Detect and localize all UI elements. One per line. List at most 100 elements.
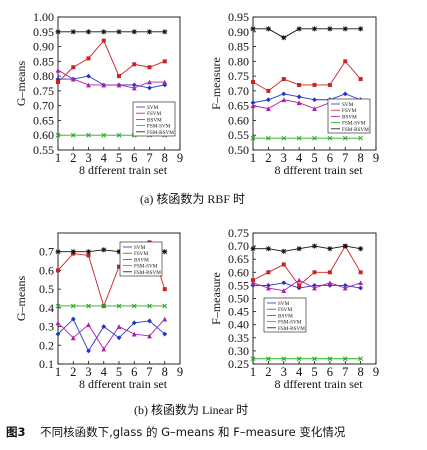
a-left-point-fsm-bsvm bbox=[131, 29, 137, 35]
b-left-legend-label-svm: SVM bbox=[134, 245, 146, 251]
a-left-y-tick-label: 0.90 bbox=[33, 40, 54, 54]
a-left-point-fsm-svm bbox=[116, 132, 122, 138]
b-right-point-bsvm bbox=[281, 288, 287, 294]
b-right-x-tick-label: 5 bbox=[311, 365, 317, 379]
b-left-point-svm bbox=[86, 348, 91, 354]
b-left-point-fsm-bsvm bbox=[55, 249, 61, 255]
b-left-point-svm bbox=[101, 324, 107, 329]
b-right-point-bsvm bbox=[342, 285, 348, 291]
b-right-y-tick-label: 0.40 bbox=[228, 318, 249, 332]
b-left-point-bsvm bbox=[131, 331, 137, 337]
b-right-point-fsm-svm bbox=[266, 356, 271, 362]
a-right-y-tick-label: 0.80 bbox=[228, 54, 249, 68]
a-right-point-svm bbox=[342, 91, 348, 97]
b-right-series-bsvm-line bbox=[252, 279, 361, 292]
a-left-point-svm bbox=[147, 85, 152, 91]
b-left-x-axis-label: 8 dfferent train set bbox=[79, 377, 168, 391]
b-left-x-tick-label: 1 bbox=[55, 365, 61, 379]
a-right-point-fsm-svm bbox=[250, 135, 256, 141]
a-left-point-fsm-bsvm bbox=[70, 29, 76, 35]
a-left-x-tick-label: 7 bbox=[146, 151, 152, 165]
a-right-y-tick-label: 0.95 bbox=[228, 10, 249, 24]
a-left-point-fsvm bbox=[147, 65, 152, 70]
a-left-legend-label-bsvm: BSVM bbox=[147, 117, 162, 123]
b-right-point-svm bbox=[281, 280, 287, 286]
a-right-point-svm bbox=[312, 97, 317, 103]
a-right-y-tick-label: 0.65 bbox=[228, 99, 249, 113]
a-left-point-bsvm bbox=[101, 82, 107, 88]
a-left-x-tick-label: 8 bbox=[162, 151, 168, 165]
b-right-x-tick-label: 7 bbox=[342, 365, 348, 379]
b-left-x-tick-label: 3 bbox=[85, 365, 91, 379]
b-left-point-fsm-bsvm bbox=[86, 249, 91, 255]
subcaption-b: (b) 核函数为 Linear 时 bbox=[134, 403, 249, 417]
b-right-point-fsvm bbox=[281, 262, 286, 267]
b-left-point-fsm-svm bbox=[55, 303, 61, 309]
b-right-point-fsm-bsvm bbox=[312, 243, 317, 249]
b-left-x-tick-label: 2 bbox=[70, 365, 76, 379]
b-left-point-fsvm bbox=[86, 253, 91, 258]
a-right-point-fsm-bsvm bbox=[296, 26, 302, 32]
b-left-point-bsvm bbox=[162, 316, 168, 322]
a-right-x-tick-label: 1 bbox=[250, 151, 256, 165]
a-left-point-fsvm bbox=[86, 56, 91, 61]
a-right-point-bsvm bbox=[296, 100, 302, 106]
a-right-y-tick-label: 0.75 bbox=[228, 69, 249, 83]
a-right-point-fsm-svm bbox=[312, 135, 317, 141]
b-left-point-bsvm bbox=[70, 335, 76, 341]
a-left-point-fsm-bsvm bbox=[86, 29, 91, 35]
b-left-point-bsvm bbox=[147, 333, 152, 339]
a-left-legend-label-fsm-svm: FSM-SVM bbox=[147, 124, 171, 130]
a-right-point-fsm-svm bbox=[327, 135, 333, 141]
b-left-legend-label-bsvm: BSVM bbox=[134, 257, 149, 263]
b-left-point-fsm-bsvm bbox=[101, 247, 107, 253]
b-left-chart: 0.1 0.2 0.3 0.4 0.5 0.6 0.7 1 2 3 4 5 6 7 8 9 8 dfferent… bbox=[14, 232, 183, 391]
b-left-x-tick-label: 8 bbox=[162, 365, 168, 379]
b-left-point-fsm-svm bbox=[86, 303, 91, 309]
b-left-legend-label-fsvm: FSVM bbox=[134, 251, 149, 257]
a-left-point-fsm-bsvm bbox=[147, 29, 152, 35]
b-left-point-svm bbox=[55, 331, 61, 337]
b-right-x-tick-label: 6 bbox=[327, 365, 333, 379]
a-left-point-bsvm bbox=[162, 79, 168, 85]
a-left-point-fsvm bbox=[56, 80, 60, 85]
b-left-x-tick-label: 7 bbox=[146, 365, 152, 379]
b-right-point-fsvm bbox=[358, 270, 363, 275]
a-left-point-fsvm bbox=[132, 62, 137, 67]
b-right-y-tick-label: 0.50 bbox=[228, 292, 249, 306]
b-right-point-bsvm bbox=[358, 280, 364, 286]
b-right-point-fsm-svm bbox=[327, 356, 333, 362]
b-right-point-fsvm bbox=[251, 278, 255, 283]
b-right-y-tick-label: 0.65 bbox=[228, 252, 249, 266]
a-left-legend-label-fsvm: FSVM bbox=[147, 111, 162, 117]
a-right-y-tick-label: 0.60 bbox=[228, 113, 249, 127]
a-left-point-fsm-svm bbox=[70, 132, 76, 138]
b-left-point-bsvm bbox=[116, 324, 122, 329]
a-left-point-fsm-bsvm bbox=[162, 29, 168, 35]
a-right-point-fsm-bsvm bbox=[250, 26, 256, 32]
b-left-point-svm bbox=[147, 318, 152, 324]
b-right-point-fsm-bsvm bbox=[296, 246, 302, 252]
b-left-point-fsm-svm bbox=[131, 303, 137, 309]
a-left-point-bsvm bbox=[116, 82, 122, 88]
b-right-point-fsvm bbox=[266, 270, 271, 275]
figure-number: 图3 bbox=[6, 425, 26, 439]
b-right-legend-label-svm: SVM bbox=[278, 301, 290, 307]
a-left-point-fsm-bsvm bbox=[116, 29, 122, 35]
a-left-x-tick-label: 6 bbox=[131, 151, 137, 165]
a-right-legend-label-fsm-svm: FSM-SVM bbox=[342, 121, 366, 127]
a-right-point-fsm-svm bbox=[342, 135, 348, 141]
b-right-y-tick-label: 0.55 bbox=[228, 278, 249, 292]
a-right-x-tick-label: 9 bbox=[373, 151, 379, 165]
b-right-point-bsvm bbox=[265, 285, 271, 291]
a-right-point-fsvm bbox=[358, 77, 363, 82]
b-left-point-fsm-bsvm bbox=[116, 249, 122, 255]
b-right-point-fsm-svm bbox=[312, 356, 317, 362]
a-right-point-svm bbox=[250, 100, 256, 106]
b-left-point-fsm-bsvm bbox=[70, 249, 76, 255]
b-right-y-tick-label: 0.25 bbox=[228, 357, 249, 371]
b-right-x-tick-label: 1 bbox=[250, 365, 256, 379]
a-left-point-fsvm bbox=[162, 59, 167, 64]
